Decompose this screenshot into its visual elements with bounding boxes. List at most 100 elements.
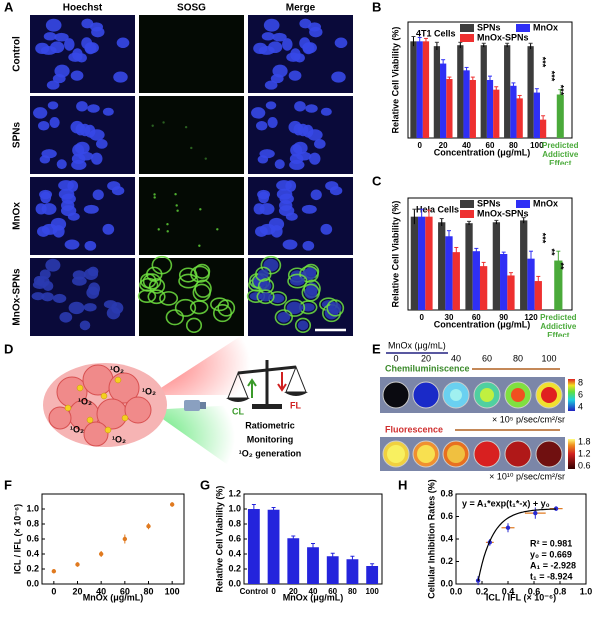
panel-label: B [372, 0, 381, 14]
legend-label: MnOx [533, 22, 558, 32]
x-tick-label: 0.6 [528, 586, 541, 596]
point [98, 551, 104, 557]
x-tick-label: 0 [271, 587, 276, 596]
camera [184, 400, 200, 411]
sosg-signal [294, 317, 312, 334]
nucleus [294, 101, 306, 112]
oxygen-label: ¹O₂ [110, 364, 124, 374]
nucleus [41, 203, 57, 215]
micrograph [137, 255, 244, 336]
sosg-signal [256, 289, 275, 305]
y-tick-label: 0.8 [228, 518, 241, 528]
sosg-signal [159, 291, 179, 306]
conc-tick: 40 [451, 353, 461, 363]
nucleus [257, 269, 269, 280]
sosg-signal [174, 192, 177, 196]
nucleus [71, 159, 87, 170]
x-tick-label: 80 [143, 586, 153, 596]
legend-label: MnOx [533, 198, 558, 208]
nucleus [49, 116, 60, 128]
scale-beam [237, 365, 297, 375]
nucleus [302, 42, 317, 54]
nucleus [107, 181, 121, 191]
nucleus [307, 129, 323, 141]
bar [486, 80, 494, 138]
x-tick-label-box: 0 [419, 313, 423, 322]
x-tick-label: 20 [72, 586, 82, 596]
micrograph [139, 15, 244, 93]
nucleus [282, 239, 298, 250]
bar [492, 222, 501, 310]
x-tick-label: Control [239, 587, 269, 596]
nucleus [64, 239, 80, 250]
sosg-signal [157, 228, 160, 231]
fit-parameter: A₁ = -2.928 [530, 560, 576, 570]
bar [418, 216, 426, 310]
fit-parameter: t₁ = -8.924 [530, 571, 573, 581]
fl-scale: 1.2 [578, 448, 591, 458]
nucleus [325, 181, 339, 191]
x-tick-label: 60 [328, 587, 338, 596]
y-tick-label: 0.0 [440, 578, 453, 588]
nucleus [113, 71, 128, 83]
nucleus [290, 276, 305, 286]
nucleus [301, 268, 317, 280]
nucleus [272, 32, 287, 42]
scale-base [252, 404, 282, 409]
x-tick-label-box: 80 [508, 141, 518, 150]
nucleus [251, 107, 266, 119]
bar [267, 509, 280, 584]
caption: Monitoring [247, 434, 294, 444]
x-tick-label: 20 [288, 587, 298, 596]
caption: ¹O₂ generation [239, 448, 302, 458]
row-label: SPNs [12, 122, 23, 149]
nucleus [42, 280, 54, 292]
point [75, 562, 80, 567]
sosg-signal [185, 317, 203, 334]
panel-label: H [398, 477, 407, 492]
nucleus [277, 311, 291, 323]
nucleus [76, 101, 88, 112]
bar [445, 236, 453, 310]
bar [416, 41, 423, 139]
x-tick-label: 80 [508, 141, 518, 150]
bar [247, 509, 260, 584]
nucleus [305, 104, 318, 113]
column-header: Hoechst [63, 3, 103, 14]
sosg-signal [148, 278, 166, 294]
y-tick-label: 0.0 [228, 578, 241, 588]
conc-tick: 80 [513, 353, 523, 363]
bar [446, 79, 453, 138]
x-tick-label: 20 [438, 141, 448, 150]
nucleus [59, 311, 73, 323]
legend-label: MnOx-SPNs [477, 208, 529, 218]
nucleus [79, 123, 91, 137]
nucleus [67, 212, 80, 221]
fl-unit: × 10¹⁰ p/sec/cm²/sr [489, 471, 565, 481]
nucleus [274, 159, 285, 170]
nucleus [258, 191, 270, 204]
legend-swatch [516, 200, 530, 208]
x-tick-label: 1.0 [580, 586, 593, 596]
micrograph [248, 177, 353, 255]
legend-swatch [460, 24, 474, 32]
cl-scale: 6 [578, 389, 583, 399]
sosg-signal [212, 303, 233, 323]
x-tick-label: 0.8 [554, 586, 567, 596]
x-tick-label: 80 [347, 587, 357, 596]
nucleus [50, 41, 65, 54]
fl-wells [382, 440, 563, 468]
oxygen-label: ¹O₂ [112, 434, 126, 444]
y-tick-label: 1.0 [26, 503, 39, 513]
fit-curve [477, 508, 557, 582]
nucleus [33, 107, 48, 119]
nucleus [35, 42, 50, 55]
y-axis-label: Relative Cell Viability (%) [214, 486, 224, 593]
nucleus [259, 292, 272, 302]
nucleus [286, 301, 303, 315]
sosg-signal [255, 266, 272, 282]
bar [346, 559, 359, 584]
micrograph [30, 258, 135, 336]
panel-label: E [372, 341, 381, 356]
nucleus [47, 101, 59, 110]
